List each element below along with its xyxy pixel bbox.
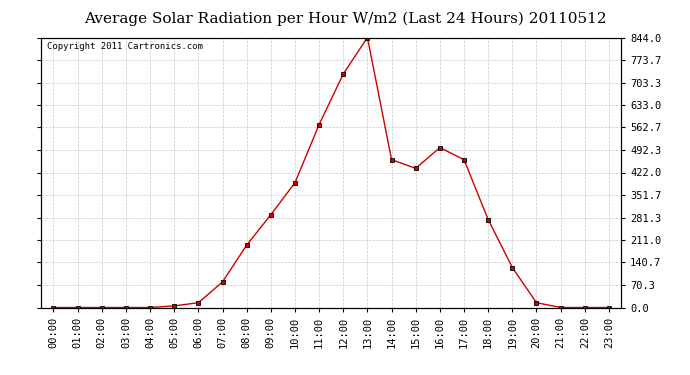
Text: Average Solar Radiation per Hour W/m2 (Last 24 Hours) 20110512: Average Solar Radiation per Hour W/m2 (L… bbox=[83, 11, 607, 26]
Text: Copyright 2011 Cartronics.com: Copyright 2011 Cartronics.com bbox=[47, 42, 203, 51]
